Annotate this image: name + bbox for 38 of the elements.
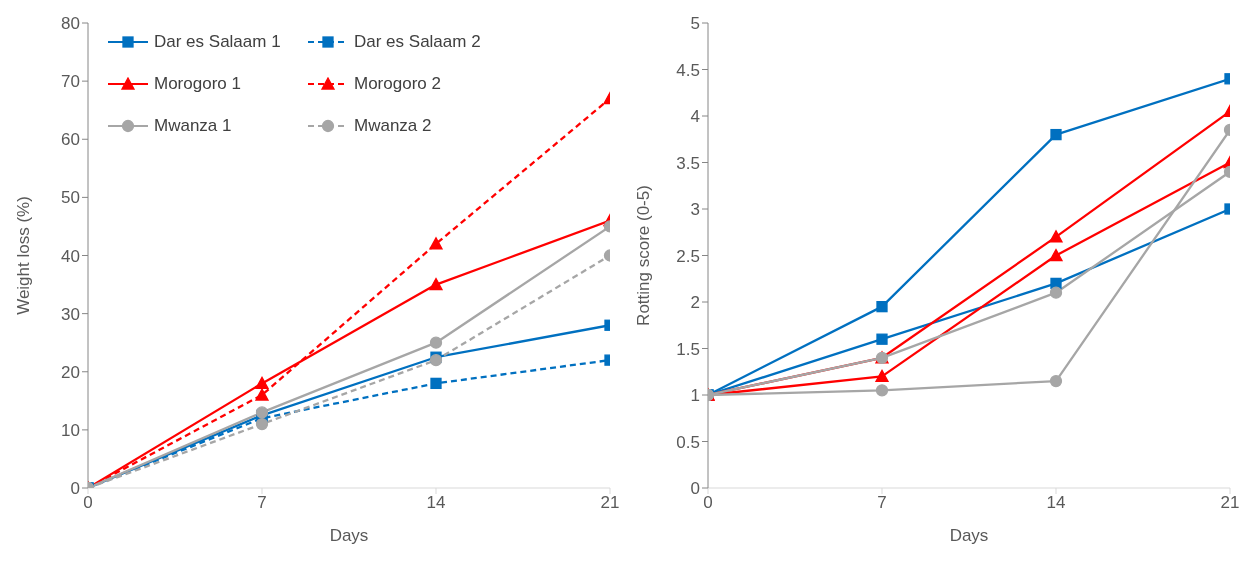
x-axis-title: Days	[949, 526, 989, 545]
legend-label: Dar es Salaam 1	[154, 32, 281, 52]
y-tick-label: 70	[61, 72, 80, 92]
y-tick-label: 0.5	[676, 432, 700, 452]
y-tick-label: 0	[690, 479, 700, 499]
y-tick-label: 5	[690, 14, 700, 34]
x-tick-label: 0	[703, 493, 713, 513]
y-tick-label: 3.5	[676, 153, 700, 173]
y-tick-label: 30	[61, 304, 80, 324]
y-tick-label: 50	[61, 188, 80, 208]
y-tick-label: 20	[61, 362, 80, 382]
x-tick-label: 14	[1046, 493, 1066, 513]
y-tick-label: 80	[61, 14, 80, 34]
y-tick-label: 1	[690, 386, 700, 406]
y-tick-label: 10	[61, 420, 80, 440]
y-tick-label: 3	[690, 200, 700, 220]
x-tick-label: 14	[426, 493, 446, 513]
y-tick-label: 2.5	[676, 246, 700, 266]
x-tick-label: 7	[257, 493, 267, 513]
x-axis-title: Days	[329, 526, 369, 545]
y-tick-label: 0	[70, 479, 80, 499]
y-tick-label: 4	[690, 107, 700, 127]
y-tick-label: 4.5	[676, 60, 700, 80]
y-axis-title: Weight loss (%)	[14, 196, 34, 315]
legend-label: Morogoro 2	[354, 74, 441, 94]
legend-label: Mwanza 2	[354, 116, 432, 136]
x-tick-label: 21	[600, 493, 620, 513]
x-tick-label: 21	[1220, 493, 1240, 513]
y-tick-label: 60	[61, 130, 80, 150]
legend-label: Dar es Salaam 2	[354, 32, 481, 52]
x-tick-label: 0	[83, 493, 93, 513]
y-tick-label: 40	[61, 246, 80, 266]
x-tick-label: 7	[877, 493, 887, 513]
legend-label: Mwanza 1	[154, 116, 232, 136]
y-tick-label: 2	[690, 293, 700, 313]
legend-label: Morogoro 1	[154, 74, 241, 94]
y-axis-title: Rotting score (0-5)	[634, 185, 654, 326]
y-tick-label: 1.5	[676, 339, 700, 359]
